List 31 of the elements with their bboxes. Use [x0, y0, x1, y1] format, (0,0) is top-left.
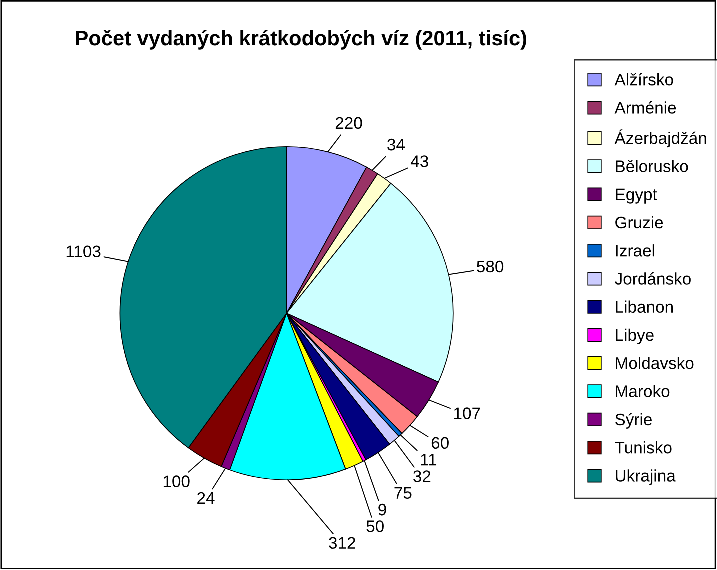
legend-label: Maroko [616, 385, 670, 398]
legend-label: Alžírsko [614, 73, 674, 86]
data-label: 43 [410, 156, 428, 168]
data-label: 580 [477, 260, 504, 273]
data-label: 75 [394, 487, 412, 500]
chart-title: Počet vydaných krátkodobých víz (2011, tisíc) [76, 30, 526, 50]
data-label: 107 [454, 408, 480, 420]
legend-label: Tunisko [615, 442, 672, 454]
data-label: 1103 [66, 246, 101, 258]
legend-label: Gruzie [616, 216, 664, 229]
data-label: 312 [329, 537, 356, 550]
data-label: 9 [378, 504, 386, 516]
data-label: 11 [421, 454, 437, 466]
legend-label: Libye [616, 328, 654, 344]
legend-label: Ázerbajdžán [614, 130, 706, 148]
legend-label: Sýrie [616, 413, 652, 429]
legend-label: Bělorusko [616, 160, 688, 172]
legend-label: Libanon [616, 300, 673, 314]
legend-label: Izrael [616, 244, 654, 257]
data-label: 220 [336, 117, 362, 130]
legend-label: Jordánsko [615, 272, 691, 285]
legend-label: Egypt [616, 188, 658, 204]
legend-label: Ukrajina [616, 470, 676, 486]
data-label: 34 [388, 138, 405, 151]
legend-label: Arménie [614, 101, 676, 114]
data-label: 60 [432, 437, 449, 450]
data-label: 100 [164, 476, 190, 488]
data-label: 50 [366, 520, 384, 532]
data-label: 32 [414, 470, 431, 482]
data-label: 24 [198, 492, 215, 504]
legend-label: Moldavsko [616, 357, 694, 370]
